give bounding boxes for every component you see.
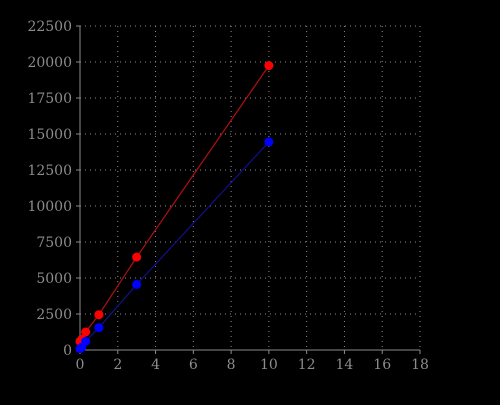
y-tick-label: 22500 bbox=[27, 19, 72, 35]
y-tick-label: 12500 bbox=[27, 163, 72, 179]
x-tick-label: 12 bbox=[298, 357, 316, 373]
y-tick-label: 5000 bbox=[36, 271, 72, 287]
series-line bbox=[79, 141, 270, 350]
y-tick-label: 15000 bbox=[27, 127, 72, 143]
tick-labels: 0 2 4 6 8 10 12 14 16 18 0 2500 5000 7500 10000 12500 15… bbox=[27, 19, 428, 373]
axes bbox=[79, 26, 420, 351]
data-point bbox=[264, 61, 274, 71]
data-point bbox=[94, 323, 104, 333]
series-line bbox=[79, 65, 270, 342]
series-1 bbox=[75, 61, 274, 346]
x-tick-label: 6 bbox=[189, 357, 198, 373]
series-2 bbox=[75, 137, 274, 354]
y-tick-label: 17500 bbox=[27, 91, 72, 107]
y-tick-label: 2500 bbox=[36, 307, 72, 323]
grid bbox=[79, 25, 421, 351]
x-tick-label: 18 bbox=[411, 357, 429, 373]
x-tick-label: 0 bbox=[76, 357, 85, 373]
data-point bbox=[81, 336, 91, 346]
data-point bbox=[94, 310, 104, 320]
data-point bbox=[132, 252, 142, 262]
x-tick-label: 16 bbox=[373, 357, 391, 373]
x-tick-label: 14 bbox=[336, 357, 354, 373]
y-tick-label: 0 bbox=[63, 343, 72, 359]
x-tick-label: 2 bbox=[113, 357, 122, 373]
y-tick-label: 10000 bbox=[27, 199, 72, 215]
series bbox=[75, 61, 274, 354]
y-tick-label: 7500 bbox=[36, 235, 72, 251]
data-point bbox=[132, 279, 142, 289]
x-tick-label: 10 bbox=[260, 357, 278, 373]
y-tick-label: 20000 bbox=[27, 55, 72, 71]
x-tick-label: 8 bbox=[227, 357, 236, 373]
x-tick-label: 4 bbox=[151, 357, 160, 373]
data-point bbox=[81, 327, 91, 337]
data-point bbox=[264, 137, 274, 147]
